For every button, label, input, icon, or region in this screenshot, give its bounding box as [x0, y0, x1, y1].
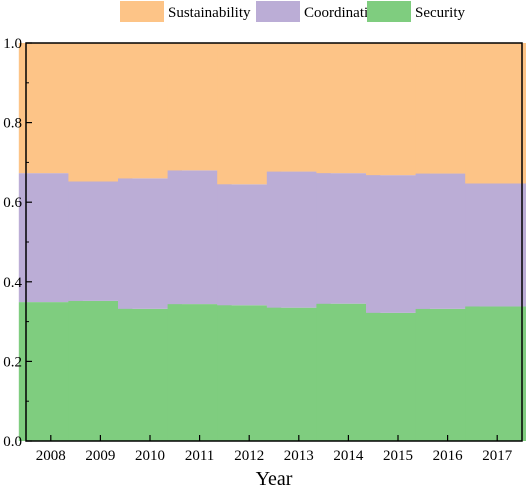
legend-label-security: Security — [415, 5, 465, 21]
legend-label-coordination: Coordination — [304, 5, 384, 21]
y-axis: 0.0 0.2 0.4 0.6 0.8 1.0 — [3, 36, 32, 450]
x-tick-label: 2010 — [135, 448, 165, 464]
bar-area — [18, 43, 526, 441]
x-tick-label: 2013 — [284, 448, 314, 464]
x-axis-title: Year — [256, 468, 293, 490]
legend-swatch-sustainability — [120, 1, 164, 22]
x-tick-label: 2015 — [383, 448, 413, 464]
x-tick-label: 2008 — [36, 448, 66, 464]
chart-legend: Sustainability Coordination Security — [120, 1, 465, 22]
x-tick-label: 2017 — [482, 448, 513, 464]
y-tick-label: 0.6 — [3, 195, 22, 211]
x-tick-label: 2014 — [333, 448, 364, 464]
x-tick-label: 2009 — [85, 448, 115, 464]
y-tick-label: 0.2 — [3, 354, 22, 370]
legend-swatch-coordination — [256, 1, 300, 22]
y-tick-label: 0.0 — [3, 434, 22, 450]
bar-sustainability-2017 — [465, 43, 526, 184]
x-tick-label: 2012 — [234, 448, 264, 464]
legend-label-sustainability: Sustainability — [168, 5, 251, 21]
x-tick-label: 2016 — [433, 448, 464, 464]
y-tick-label: 0.8 — [3, 116, 22, 132]
y-tick-label: 0.4 — [3, 275, 22, 291]
bar-coordination-2017 — [465, 183, 526, 307]
bar-security-2017 — [465, 306, 526, 441]
legend-swatch-security — [367, 1, 411, 22]
x-axis: 2008 2009 2010 2011 2012 2013 2014 2015 2016 2017 — [36, 435, 513, 464]
x-tick-label: 2011 — [185, 448, 214, 464]
y-tick-label: 1.0 — [3, 36, 22, 52]
